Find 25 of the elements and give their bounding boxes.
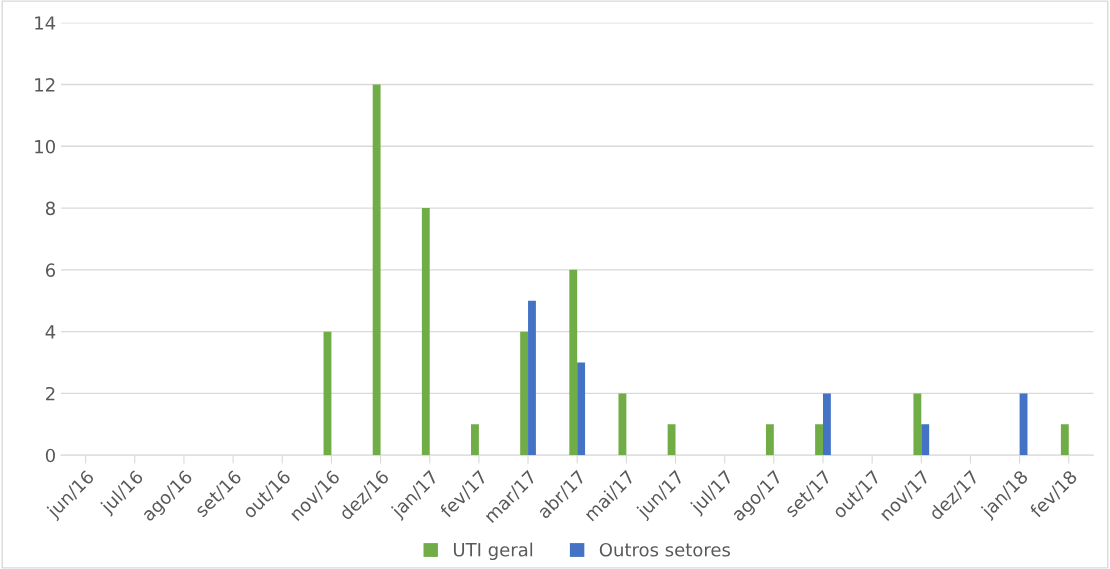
bar — [765, 424, 774, 456]
y-tick-label: 10 — [35, 139, 55, 154]
bar — [618, 393, 627, 456]
bar — [815, 424, 823, 456]
y-tick-label: 4 — [45, 325, 56, 339]
bar — [471, 424, 479, 456]
y-tick-label: 8 — [45, 201, 55, 216]
y-tick-label: 2 — [46, 386, 55, 401]
y-tick-label: 6 — [45, 263, 56, 277]
legend-label: UTI geral — [453, 542, 533, 561]
bar — [528, 300, 536, 456]
bar — [569, 269, 578, 456]
y-tick-label: 12 — [35, 78, 55, 92]
bar — [667, 424, 676, 456]
y-tick-label: 14 — [35, 16, 56, 30]
bar — [921, 424, 930, 456]
bar — [1060, 424, 1069, 456]
bar — [577, 362, 586, 456]
bar — [372, 84, 381, 456]
bar — [520, 331, 529, 456]
bar — [421, 208, 430, 456]
bar — [913, 393, 922, 456]
bar — [822, 393, 831, 456]
y-tick-label: 0 — [45, 448, 55, 463]
legend-label: Outros setores — [599, 542, 731, 557]
